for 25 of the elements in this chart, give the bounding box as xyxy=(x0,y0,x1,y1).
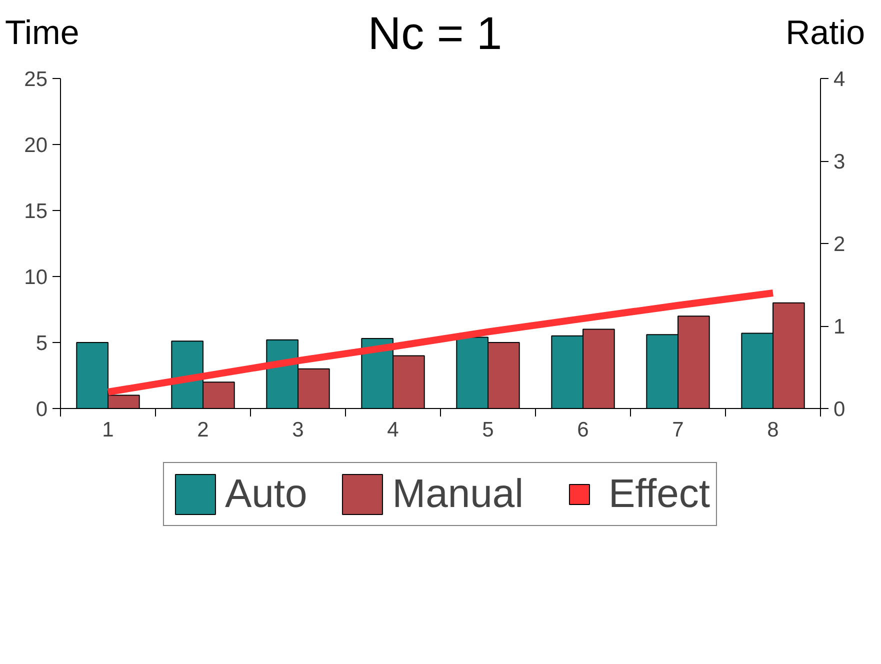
y-axis-title: Time xyxy=(5,13,80,54)
x-tick-label: 5 xyxy=(482,418,494,442)
legend-label: Auto xyxy=(224,470,308,518)
legend-label: Effect xyxy=(608,470,710,518)
y2-tick-label: 2 xyxy=(834,233,846,256)
y-tick-label: 10 xyxy=(24,266,48,289)
y-tick-label: 20 xyxy=(24,134,48,157)
y-tick-label: 25 xyxy=(24,68,48,91)
y-tick-label: 15 xyxy=(24,200,48,223)
legend-label: Manual xyxy=(392,470,524,518)
x-tick-label: 3 xyxy=(292,418,304,442)
y-tick-label: 5 xyxy=(36,332,48,355)
x-tick-label: 4 xyxy=(387,418,400,442)
chart-title: Nc = 1 xyxy=(368,6,502,61)
y2-tick-label: 4 xyxy=(834,68,846,91)
x-tick-label: 7 xyxy=(672,418,684,442)
y2-tick-label: 1 xyxy=(834,316,846,338)
y2-tick-label: 0 xyxy=(834,398,846,421)
y2-tick-label: 3 xyxy=(834,150,846,174)
y-tick-label: 0 xyxy=(36,398,48,421)
x-tick-label: 6 xyxy=(577,418,589,442)
x-tick-label: 8 xyxy=(767,418,779,442)
y2-axis-title: Ratio xyxy=(786,13,865,54)
x-tick-label: 2 xyxy=(197,418,209,442)
x-tick-label: 1 xyxy=(102,418,114,442)
